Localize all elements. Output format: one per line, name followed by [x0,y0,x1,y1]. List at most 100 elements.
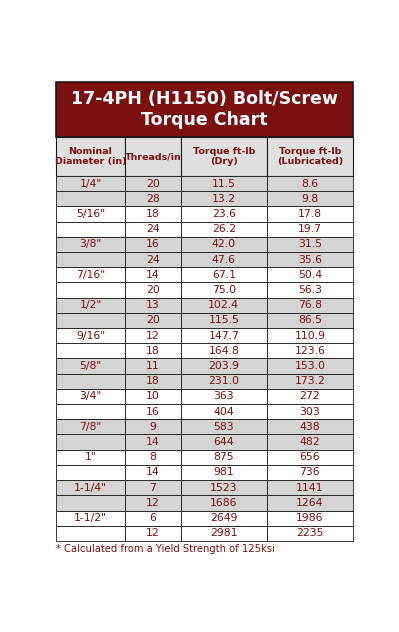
Text: 47.6: 47.6 [212,255,236,265]
Text: 11: 11 [146,361,160,371]
Bar [125,283,181,298]
Text: 19.7: 19.7 [298,224,322,234]
Bar [125,313,181,328]
Text: 1986: 1986 [296,513,324,523]
Bar [56,222,125,237]
Bar [181,419,267,434]
Text: 42.0: 42.0 [212,240,236,250]
Bar [56,137,125,176]
Text: 12: 12 [146,331,160,341]
Text: 203.9: 203.9 [208,361,239,371]
Bar [181,237,267,252]
Bar [125,419,181,434]
Text: 35.6: 35.6 [298,255,322,265]
Text: 14: 14 [146,437,160,447]
Bar [56,358,125,374]
Text: 2981: 2981 [210,528,237,538]
Bar [267,434,353,450]
Text: 2649: 2649 [210,513,237,523]
Bar [125,298,181,313]
Text: 1523: 1523 [210,483,237,493]
Text: 981: 981 [213,468,234,478]
Text: 656: 656 [300,453,320,462]
Text: 110.9: 110.9 [294,331,325,341]
Text: 18: 18 [146,376,160,386]
Bar [125,137,181,176]
Bar [267,526,353,541]
Text: 736: 736 [300,468,320,478]
Text: 9.8: 9.8 [301,194,318,204]
Bar [267,419,353,434]
Bar [56,450,125,465]
Text: 404: 404 [213,406,234,416]
Bar [56,389,125,404]
Text: 1686: 1686 [210,498,237,508]
Bar [125,389,181,404]
Text: 644: 644 [213,437,234,447]
Text: 28: 28 [146,194,160,204]
Text: 23.6: 23.6 [212,209,236,219]
Text: 24: 24 [146,255,160,265]
Bar [267,511,353,526]
Bar [56,313,125,328]
Bar [267,298,353,313]
Text: 164.8: 164.8 [208,346,239,356]
Text: 31.5: 31.5 [298,240,322,250]
Text: 272: 272 [300,391,320,401]
Bar [181,137,267,176]
Text: 583: 583 [213,422,234,432]
Bar [181,404,267,419]
Text: 115.5: 115.5 [208,315,239,325]
Bar [125,176,181,191]
Text: 9: 9 [149,422,156,432]
Bar [267,252,353,267]
Text: 13.2: 13.2 [212,194,236,204]
Bar [267,313,353,328]
Bar [56,267,125,283]
Bar [267,404,353,419]
Text: 1": 1" [85,453,97,462]
Bar [181,465,267,480]
Text: 86.5: 86.5 [298,315,322,325]
Bar [267,207,353,222]
Text: 12: 12 [146,498,160,508]
Text: 7: 7 [149,483,156,493]
Text: 3/4": 3/4" [79,391,102,401]
Text: 17.8: 17.8 [298,209,322,219]
Bar [56,328,125,343]
Text: 10: 10 [146,391,160,401]
Bar [181,526,267,541]
Text: 67.1: 67.1 [212,270,236,280]
Text: 5/8": 5/8" [79,361,102,371]
Bar [125,207,181,222]
Bar [181,283,267,298]
Text: 1-1/4": 1-1/4" [74,483,107,493]
Text: 303: 303 [300,406,320,416]
Bar [125,495,181,511]
Text: 5/16": 5/16" [76,209,105,219]
Bar [125,252,181,267]
Bar [56,419,125,434]
Bar [181,450,267,465]
Bar [181,328,267,343]
Bar [56,465,125,480]
Text: Threads/in: Threads/in [124,152,181,161]
Bar [56,526,125,541]
Bar [181,267,267,283]
Bar [56,495,125,511]
Text: 2235: 2235 [296,528,324,538]
Text: Nominal
Diameter (in): Nominal Diameter (in) [55,147,126,166]
Bar [125,450,181,465]
Bar [125,526,181,541]
Bar [56,252,125,267]
Bar [56,374,125,389]
Bar [181,374,267,389]
Text: 3/8": 3/8" [79,240,102,250]
Bar [181,495,267,511]
Text: 14: 14 [146,270,160,280]
Text: 875: 875 [213,453,234,462]
Text: 482: 482 [300,437,320,447]
Bar [181,389,267,404]
Bar [181,343,267,358]
Text: * Calculated from a Yield Strength of 125ksi: * Calculated from a Yield Strength of 12… [56,544,275,554]
